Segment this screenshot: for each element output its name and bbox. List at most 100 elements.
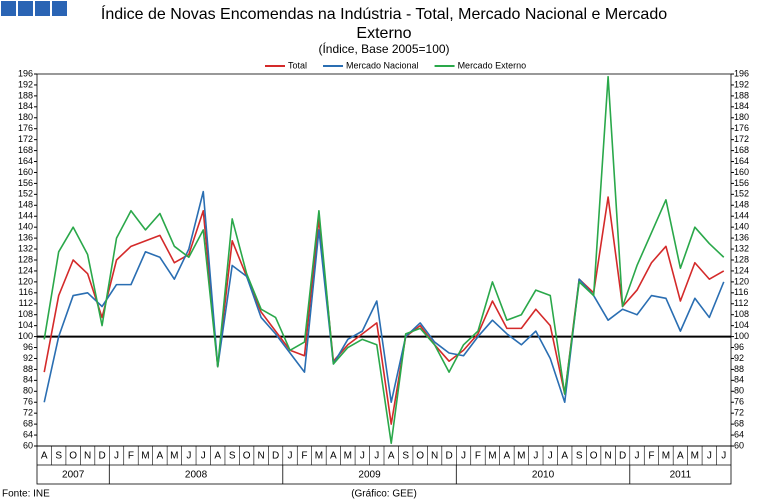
x-tick-label: D (272, 451, 279, 462)
x-tick-label: S (402, 451, 409, 462)
year-label: 2007 (62, 470, 85, 481)
series-line (43, 196, 725, 425)
y2-tick-label: 108 (734, 309, 749, 319)
legend-label: Total (288, 60, 307, 70)
y2-tick-label: 68 (734, 418, 744, 428)
x-tick-label: S (229, 451, 236, 462)
y2-tick-label: 124 (734, 265, 749, 275)
y-tick-label: 92 (23, 353, 33, 363)
x-tick-label: S (55, 451, 62, 462)
y-tick-label: 184 (18, 101, 33, 111)
x-tick-label: N (257, 451, 264, 462)
credit: (Gráfico: GEE) (351, 489, 417, 500)
x-tick-label: D (445, 451, 452, 462)
x-tick-label: A (214, 451, 221, 462)
x-tick-label: J (707, 451, 712, 462)
y2-tick-label: 192 (734, 79, 749, 89)
y-tick-label: 116 (19, 287, 33, 297)
x-tick-label: J (635, 451, 640, 462)
x-tick-label: M (141, 451, 149, 462)
legend-label: Mercado Externo (458, 60, 527, 70)
y-tick-label: 164 (18, 156, 33, 166)
y2-tick-label: 152 (734, 189, 749, 199)
x-tick-label: J (360, 451, 365, 462)
y2-tick-label: 140 (734, 222, 749, 232)
y-tick-label: 60 (23, 440, 33, 450)
series-line (43, 75, 725, 445)
y2-tick-label: 100 (734, 331, 749, 341)
y2-tick-label: 144 (734, 211, 749, 221)
series-line (43, 190, 725, 404)
y-tick-label: 104 (18, 320, 33, 330)
y2-tick-label: 84 (734, 375, 744, 385)
x-tick-label: F (128, 451, 134, 462)
x-tick-label: A (41, 451, 48, 462)
x-tick-label: M (691, 451, 699, 462)
y-tick-label: 80 (23, 386, 33, 396)
x-tick-label: S (576, 451, 583, 462)
x-tick-label: J (533, 451, 538, 462)
x-tick-label: J (201, 451, 206, 462)
x-tick-label: D (98, 451, 105, 462)
y2-tick-label: 132 (734, 243, 749, 253)
x-tick-label: D (619, 451, 626, 462)
chart-subtitle: (Índice, Base 2005=100) (318, 41, 449, 56)
y-tick-label: 84 (23, 375, 33, 385)
y-tick-label: 124 (18, 265, 33, 275)
x-tick-label: N (84, 451, 91, 462)
y2-tick-label: 96 (734, 342, 744, 352)
y-tick-label: 148 (18, 200, 33, 210)
y2-tick-label: 64 (734, 429, 744, 439)
y-tick-label: 160 (18, 167, 33, 177)
y2-tick-label: 180 (734, 112, 749, 122)
x-tick-label: A (157, 451, 164, 462)
y2-tick-label: 112 (734, 298, 748, 308)
y2-tick-label: 188 (734, 90, 749, 100)
y2-tick-label: 164 (734, 156, 749, 166)
source: Fonte: INE (2, 489, 50, 500)
y-tick-label: 108 (18, 309, 33, 319)
x-tick-label: M (488, 451, 496, 462)
y-tick-label: 180 (18, 112, 33, 122)
x-tick-label: A (677, 451, 684, 462)
y-tick-label: 176 (18, 123, 33, 133)
y2-tick-label: 128 (734, 254, 749, 264)
x-tick-label: M (170, 451, 178, 462)
year-label: 2010 (532, 470, 555, 481)
x-tick-label: J (114, 451, 119, 462)
x-tick-label: J (461, 451, 466, 462)
x-tick-label: A (330, 451, 337, 462)
x-tick-label: O (69, 451, 77, 462)
y2-tick-label: 88 (734, 364, 744, 374)
logo (1, 1, 67, 16)
x-tick-label: F (475, 451, 481, 462)
y2-tick-label: 168 (734, 145, 749, 155)
year-label: 2011 (670, 470, 692, 481)
y-tick-label: 88 (23, 364, 33, 374)
x-tick-label: O (243, 451, 251, 462)
y-tick-label: 144 (18, 211, 33, 221)
chart-title: Índice de Novas Encomendas na Indústria … (101, 4, 667, 42)
y2-tick-label: 76 (734, 397, 744, 407)
x-tick-label: F (648, 451, 654, 462)
y2-tick-label: 80 (734, 386, 744, 396)
x-tick-label: N (604, 451, 611, 462)
x-tick-label: O (590, 451, 598, 462)
x-tick-label: A (561, 451, 568, 462)
y-tick-label: 172 (18, 134, 33, 144)
legend-label: Mercado Nacional (346, 60, 419, 70)
y-tick-label: 156 (18, 178, 33, 188)
y-tick-label: 112 (19, 298, 33, 308)
y-tick-label: 196 (18, 68, 33, 78)
x-tick-label: M (662, 451, 670, 462)
x-tick-label: N (431, 451, 438, 462)
x-tick-label: J (288, 451, 293, 462)
y-tick-label: 120 (18, 276, 33, 286)
year-label: 2009 (358, 470, 381, 481)
y-tick-label: 100 (18, 331, 33, 341)
y-tick-label: 64 (23, 429, 33, 439)
x-tick-label: J (186, 451, 191, 462)
y-tick-label: 76 (23, 397, 33, 407)
y2-tick-label: 104 (734, 320, 749, 330)
